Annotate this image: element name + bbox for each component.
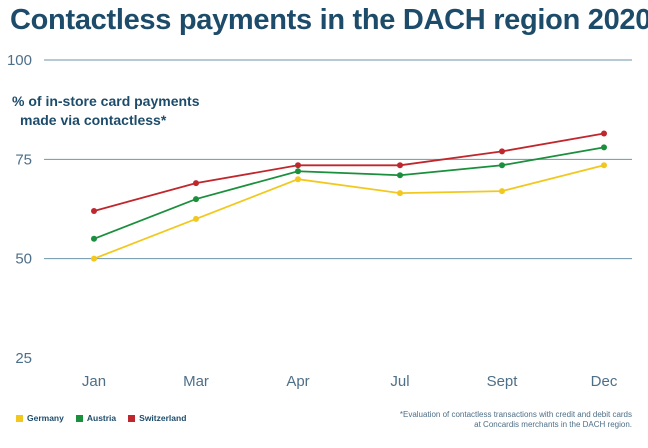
- y-axis-label: % of in-store card payments: [12, 93, 200, 109]
- x-tick-label: Apr: [286, 373, 309, 390]
- data-point-switzerland: [193, 180, 199, 187]
- data-point-germany: [91, 255, 97, 262]
- y-tick-label: 25: [15, 350, 32, 367]
- data-point-austria: [295, 168, 301, 175]
- legend-swatch-switzerland: [128, 414, 136, 422]
- data-point-germany: [193, 215, 199, 222]
- legend-swatch-austria: [75, 414, 83, 422]
- y-tick-label: 75: [15, 151, 32, 168]
- legend-label-germany: Germany: [27, 413, 64, 423]
- series-line-austria: [93, 146, 605, 240]
- legend-label-switzerland: Switzerland: [139, 413, 187, 423]
- data-point-austria: [91, 235, 97, 242]
- series-line-germany: [93, 164, 605, 260]
- chart-title: Contactless payments in the DACH region …: [10, 4, 648, 36]
- footnote-line: at Concardis merchants in the DACH regio…: [474, 420, 632, 429]
- y-tick-label: 100: [7, 52, 32, 69]
- data-point-austria: [499, 162, 505, 169]
- data-point-germany: [295, 176, 301, 183]
- data-point-switzerland: [499, 148, 505, 155]
- x-tick-label: Jul: [390, 373, 409, 390]
- data-point-switzerland: [397, 162, 403, 169]
- legend-item-austria: Austria: [75, 413, 117, 423]
- data-point-austria: [397, 172, 403, 179]
- series-line-switzerland: [93, 132, 605, 212]
- legend-item-switzerland: Switzerland: [128, 413, 186, 423]
- y-tick-label: 50: [15, 251, 32, 268]
- x-tick-label: Jan: [82, 373, 106, 390]
- legend-item-germany: Germany: [16, 413, 64, 423]
- data-point-austria: [601, 144, 607, 151]
- data-point-germany: [499, 188, 505, 195]
- data-point-germany: [397, 190, 403, 197]
- legend: Germany Austria Switzerland: [16, 413, 186, 423]
- data-point-austria: [193, 196, 199, 203]
- x-tick-label: Sept: [487, 373, 519, 390]
- x-tick-label: Mar: [183, 373, 209, 390]
- data-point-germany: [601, 162, 607, 169]
- legend-swatch-germany: [16, 414, 23, 422]
- legend-label-austria: Austria: [86, 413, 117, 423]
- footnote: *Evaluation of contactless transactions …: [372, 410, 632, 430]
- y-axis-label: made via contactless*: [20, 112, 167, 128]
- x-tick-label: Dec: [591, 373, 618, 390]
- footnote-line: *Evaluation of contactless transactions …: [399, 410, 632, 419]
- data-point-switzerland: [601, 130, 607, 137]
- data-point-switzerland: [295, 162, 301, 169]
- data-point-switzerland: [91, 207, 97, 214]
